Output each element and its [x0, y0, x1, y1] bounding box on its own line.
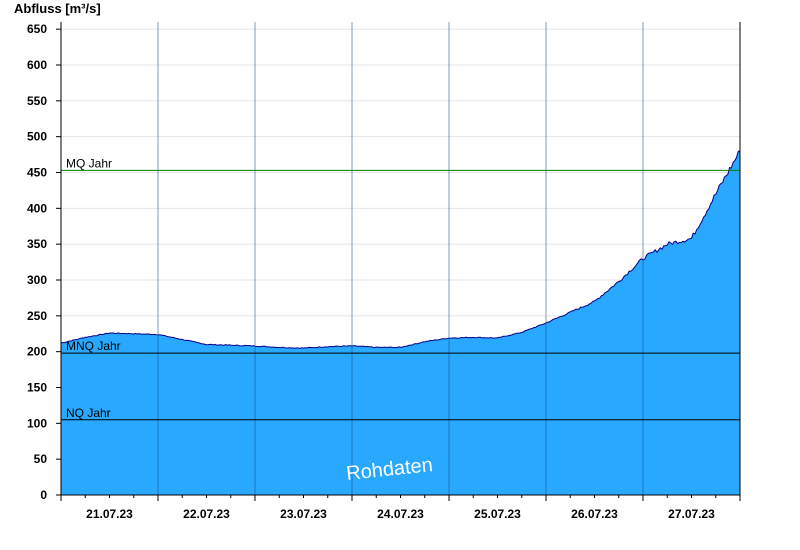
- x-tick-label-4: 25.07.23: [474, 507, 521, 521]
- y-tick-label-450: 450: [27, 166, 47, 180]
- y-tick-label-100: 100: [27, 416, 47, 430]
- reference-label-2: NQ Jahr: [66, 406, 111, 420]
- y-tick-label-600: 600: [27, 58, 47, 72]
- y-axis-ticks: 0 50 100 150 200 250 300 350 400 450 500 550 600 650: [27, 22, 61, 502]
- y-tick-label-150: 150: [27, 381, 47, 395]
- y-tick-label-250: 250: [27, 309, 47, 323]
- y-tick-label-650: 650: [27, 22, 47, 36]
- discharge-line: [60, 150, 741, 349]
- x-axis-ticks: 21.07.23 22.07.23 23.07.23 24.07.23 25.07.23…: [60, 495, 741, 521]
- x-tick-label-0: 21.07.23: [86, 507, 133, 521]
- y-axis-title: Abfluss [m³/s]: [14, 1, 101, 16]
- reference-lines: MQ Jahr MNQ Jahr NQ Jahr: [61, 156, 740, 421]
- reference-label-0: MQ Jahr: [66, 156, 112, 170]
- day-separators: [157, 22, 644, 495]
- y-tick-label-350: 350: [27, 237, 47, 251]
- x-tick-label-5: 26.07.23: [571, 507, 618, 521]
- y-tick-label-50: 50: [34, 452, 48, 466]
- y-tick-label-550: 550: [27, 94, 47, 108]
- y-tick-label-200: 200: [27, 345, 47, 359]
- x-tick-label-6: 27.07.23: [668, 507, 715, 521]
- reference-label-1: MNQ Jahr: [66, 339, 121, 353]
- y-tick-label-400: 400: [27, 201, 47, 215]
- x-tick-label-2: 23.07.23: [280, 507, 327, 521]
- x-tick-label-1: 22.07.23: [183, 507, 230, 521]
- y-tick-label-0: 0: [40, 488, 47, 502]
- y-tick-label-300: 300: [27, 273, 47, 287]
- y-tick-label-500: 500: [27, 130, 47, 144]
- x-tick-label-3: 24.07.23: [377, 507, 424, 521]
- discharge-area: [61, 151, 740, 495]
